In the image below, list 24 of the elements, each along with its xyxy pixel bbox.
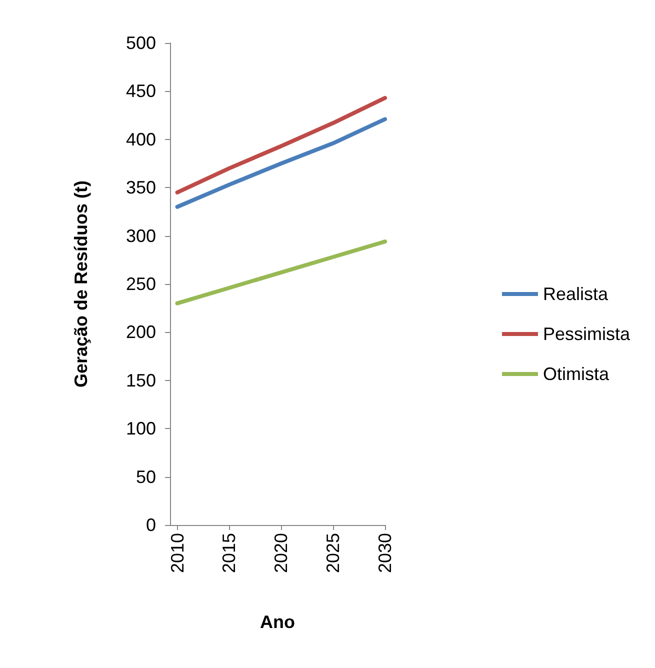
y-tick-label: 500: [126, 33, 156, 53]
y-tick-label: 450: [126, 81, 156, 102]
y-tick-label: 250: [126, 274, 156, 294]
x-tick-label: 2010: [167, 533, 188, 574]
y-tick-label: 0: [146, 515, 156, 535]
x-tick-label: 2025: [323, 533, 344, 574]
y-tick-label: 100: [126, 418, 156, 439]
y-tick-label: 150: [126, 370, 156, 390]
legend-label: Realista: [542, 284, 609, 304]
x-axis-title: Ano: [260, 612, 295, 632]
line-series: [175, 240, 387, 306]
x-tick-label: 2015: [219, 533, 240, 574]
legend-label: Pessimista: [542, 324, 631, 344]
y-tick-label: 200: [126, 322, 156, 342]
line-series: [175, 96, 387, 194]
y-axis-title: Geração de Resíduos (t): [71, 180, 91, 388]
legend-label: Otimista: [542, 364, 610, 384]
y-tick-label: 400: [126, 129, 156, 150]
x-tick-label: 2030: [375, 533, 395, 574]
line-series: [175, 117, 387, 209]
y-tick-label: 350: [126, 178, 156, 198]
y-tick-label: 50: [136, 466, 156, 487]
y-tick-label: 300: [126, 226, 156, 246]
x-tick-label: 2020: [271, 533, 292, 574]
